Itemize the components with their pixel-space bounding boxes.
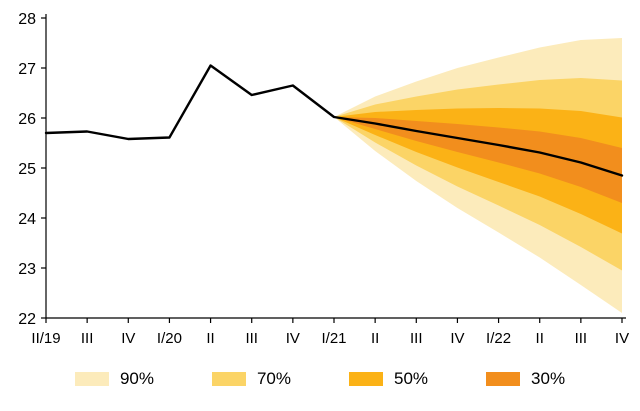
- x-tick-label: I/20: [157, 330, 182, 347]
- x-tick-label: IV: [286, 330, 300, 347]
- fan-band-30: [334, 117, 622, 203]
- legend-label: 50%: [394, 369, 429, 388]
- x-tick-label: III: [410, 330, 423, 347]
- y-tick-label: 22: [18, 311, 36, 328]
- observed-and-projection-line: [44, 64, 624, 177]
- y-tick-label: 24: [18, 211, 36, 228]
- legend-swatch-90: [74, 372, 109, 386]
- legend-item-70: 70%: [211, 369, 291, 389]
- legend-label: 30%: [531, 369, 566, 388]
- x-tick-label: IV: [121, 330, 135, 347]
- legend-label: 70%: [256, 369, 291, 388]
- legend-item-30: 30%: [486, 369, 565, 389]
- legend-label: 90%: [119, 369, 154, 388]
- legend-swatch-30: [486, 372, 521, 386]
- x-tick-label: IV: [450, 330, 464, 347]
- y-tick-label: 25: [18, 161, 36, 178]
- y-tick-label: 28: [18, 11, 36, 28]
- x-tick-label: III: [245, 330, 258, 347]
- y-tick-label: 26: [18, 111, 36, 128]
- legend-swatch-70: [211, 372, 246, 386]
- x-tick-label: I/22: [486, 330, 511, 347]
- x-tick-label: II: [206, 330, 214, 347]
- y-tick-label: 23: [18, 261, 36, 278]
- legend-item-50: 50%: [349, 369, 428, 389]
- x-tick-label: II: [536, 330, 544, 347]
- x-tick-label: IV: [615, 330, 629, 347]
- legend-item-90: 90%: [74, 369, 154, 389]
- x-tick-label: III: [575, 330, 588, 347]
- chart-legend: 90% 70% 50% 30%: [0, 361, 640, 389]
- x-tick-label: II/19: [31, 330, 60, 347]
- x-tick-label: III: [81, 330, 94, 347]
- x-tick-label: I/21: [321, 330, 346, 347]
- y-tick-label: 27: [18, 61, 36, 78]
- legend-swatch-50: [349, 372, 383, 386]
- x-tick-label: II: [371, 330, 379, 347]
